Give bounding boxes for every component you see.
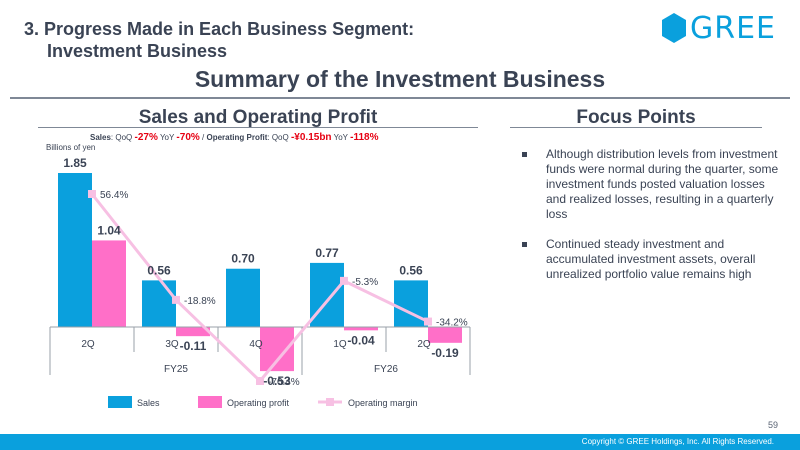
- section-title-line1: 3. Progress Made in Each Business Segmen…: [24, 19, 415, 39]
- legend-op-swatch: [198, 396, 222, 408]
- summary-yoy-label: YoY: [159, 133, 175, 142]
- legend-margin-marker: [326, 398, 334, 406]
- sales-data-label: 0.56: [147, 263, 171, 277]
- operating-profit-data-label: -0.19: [431, 346, 459, 360]
- x-tick-label: 4Q: [249, 339, 263, 350]
- legend-sales-label: Sales: [137, 398, 160, 408]
- focus-point-1: Although distribution levels from invest…: [520, 147, 782, 222]
- x-tick-label: 1Q: [333, 339, 347, 350]
- operating-profit-bar: [92, 240, 126, 327]
- operating-margin-marker: [88, 190, 96, 198]
- operating-margin-marker: [172, 295, 180, 304]
- margin-data-label: -18.8%: [184, 296, 216, 307]
- logo-hexagon-icon: [662, 13, 686, 43]
- x-tick-label: 3Q: [165, 339, 179, 350]
- summary-sales-label: Sales: [90, 133, 111, 142]
- x-tick-label: 2Q: [81, 339, 95, 350]
- summary-sales-qoq: -27%: [134, 132, 158, 143]
- summary-op-yoy: -118%: [350, 132, 379, 143]
- operating-profit-data-label: -0.53: [263, 374, 291, 388]
- x-tick-label: 2Q: [417, 339, 431, 350]
- summary-qoq-label: QoQ: [115, 133, 133, 142]
- legend-op-label: Operating profit: [227, 398, 290, 408]
- unit-label: Billions of yen: [46, 143, 96, 152]
- focus-section-heading: Focus Points: [576, 107, 696, 128]
- x-group-label: FY26: [374, 364, 398, 375]
- summary-sales-yoy: -70%: [176, 132, 200, 143]
- operating-profit-data-label: 1.04: [97, 223, 121, 237]
- summary-qoq-label-2: QoQ: [271, 133, 289, 142]
- operating-margin-marker: [340, 276, 348, 285]
- legend-sales-swatch: [108, 396, 132, 408]
- operating-margin-marker: [256, 377, 264, 385]
- sales-data-label: 1.85: [63, 156, 87, 170]
- summary-yoy-label-2: YoY: [333, 133, 348, 142]
- summary-op-qoq: -¥0.15bn: [290, 132, 332, 143]
- margin-data-label: 56.4%: [100, 190, 128, 201]
- footer-bar: Copyright © GREE Holdings, Inc. All Righ…: [0, 434, 800, 450]
- sales-data-label: 0.56: [399, 263, 423, 277]
- margin-data-label: -76.4%: [268, 377, 300, 388]
- sales-section-heading: Sales and Operating Profit: [138, 107, 378, 128]
- sales-bar: [226, 268, 260, 327]
- summary-op-label: Operating Profit: [206, 133, 268, 142]
- sales-data-label: 0.77: [315, 246, 339, 260]
- margin-data-label: -34.2%: [436, 318, 468, 329]
- section-title-line2: Investment Business: [47, 41, 228, 61]
- gree-logo: [662, 13, 686, 43]
- margin-data-label: -5.3%: [352, 277, 378, 288]
- operating-margin-marker: [424, 317, 432, 326]
- operating-profit-bar: [260, 327, 294, 372]
- summary-line: Sales: QoQ -27% YoY -70% / Operating Pro…: [90, 132, 379, 143]
- x-group-label: FY25: [164, 364, 188, 375]
- sales-bar: [142, 280, 176, 327]
- sales-data-label: 0.70: [231, 252, 255, 266]
- focus-points-list: Although distribution levels from invest…: [520, 147, 782, 297]
- title-divider: [10, 97, 790, 99]
- sales-heading-underline: [38, 127, 478, 128]
- page-title: Summary of the Investment Business: [194, 66, 606, 92]
- focus-point-2: Continued steady investment and accumula…: [520, 237, 782, 282]
- operating-profit-bar: [344, 327, 378, 331]
- operating-profit-bar: [176, 327, 210, 337]
- bullet-square-icon: [522, 242, 527, 247]
- copyright-text: Copyright © GREE Holdings, Inc. All Righ…: [581, 437, 774, 446]
- summary-separator: /: [202, 133, 205, 142]
- operating-profit-data-label: -0.11: [180, 339, 207, 353]
- operating-profit-data-label: -0.04: [347, 333, 375, 347]
- sales-bar: [58, 173, 92, 327]
- section-title: 3. Progress Made in Each Business Segmen…: [24, 18, 414, 62]
- legend-margin-label: Operating margin: [348, 398, 418, 408]
- focus-point-text: Continued steady investment and accumula…: [546, 237, 756, 281]
- operating-profit-bar: [428, 327, 462, 343]
- focus-point-text: Although distribution levels from invest…: [546, 147, 779, 221]
- logo-text: GREE: [690, 11, 777, 46]
- page-number: 59: [767, 420, 778, 430]
- bullet-square-icon: [522, 152, 527, 157]
- focus-heading-underline: [510, 127, 762, 128]
